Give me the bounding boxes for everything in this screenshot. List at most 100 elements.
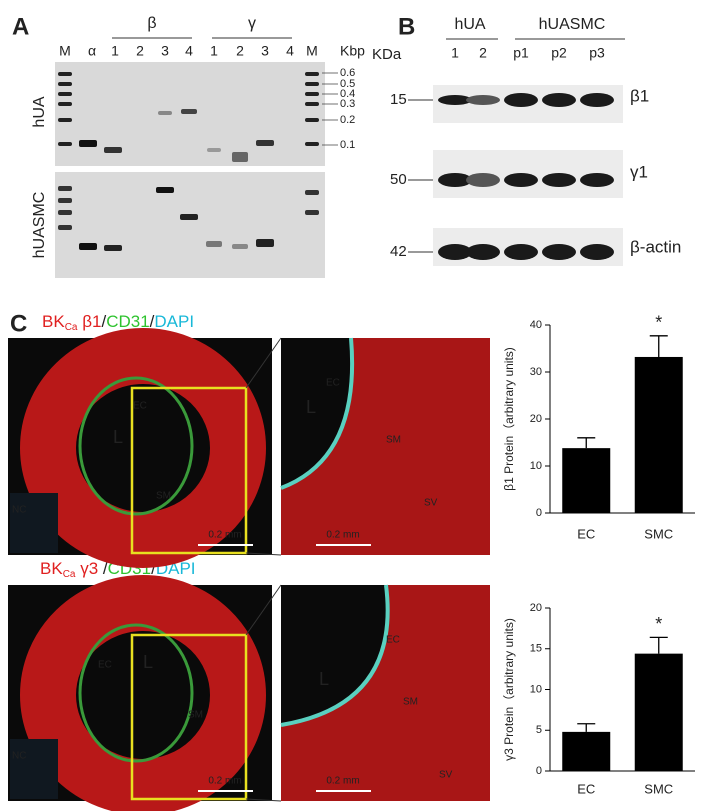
image-label: SV	[439, 770, 453, 781]
gel-band	[305, 92, 319, 96]
size-label: 0.6	[340, 67, 355, 79]
gel-band	[156, 187, 174, 193]
lane-label: 3	[161, 43, 169, 59]
lane-label: 2	[136, 43, 144, 59]
stain-title-part: DAPI	[154, 312, 194, 331]
vessel-wall	[281, 338, 490, 555]
scale-label: 0.2 mm	[208, 530, 241, 541]
zoom-box	[130, 386, 248, 555]
blot-band	[542, 173, 576, 187]
gel-band	[256, 239, 274, 247]
stain-title-part: CD31	[106, 312, 149, 331]
image-label: SM	[188, 710, 203, 721]
lane-label: 1	[451, 45, 459, 61]
gel-band	[180, 214, 198, 220]
bar	[562, 731, 611, 771]
lane-label: 1	[210, 43, 218, 59]
gel-band	[256, 140, 274, 146]
blot-band	[542, 244, 576, 260]
y-axis-label: γ3 Protein（arbitrary units)	[502, 618, 516, 761]
endothelium	[280, 337, 355, 490]
y-tick-label: 10	[530, 460, 542, 472]
gel-band	[305, 102, 319, 106]
gel-band	[305, 118, 319, 122]
gel-band	[58, 92, 72, 96]
image-label: NC	[12, 505, 26, 516]
gel-band	[79, 140, 97, 147]
blot-band	[580, 173, 614, 187]
stain-title-part: Ca	[65, 322, 78, 333]
blot-band	[466, 95, 500, 105]
y-tick-label: 30	[530, 366, 542, 378]
error-bar	[577, 723, 596, 732]
gel-band	[58, 102, 72, 106]
y-tick-label: 0	[536, 507, 542, 519]
lane-label: 4	[286, 43, 294, 59]
x-tick-label: EC	[577, 526, 595, 541]
image-label: L	[113, 427, 123, 447]
zoom-line	[245, 552, 282, 556]
endothelium	[78, 623, 194, 763]
mw-label: 15	[390, 91, 407, 108]
panel-label: A	[12, 13, 29, 40]
y-axis-label: β1 Protein（arbitrary units)	[502, 347, 516, 491]
y-tick-label: 5	[536, 724, 542, 736]
stain-title-part: BK	[40, 559, 63, 578]
zoom-line	[245, 584, 282, 636]
stain-title-part: /	[150, 312, 155, 331]
gel-band	[58, 198, 72, 203]
stain-title-part: Ca	[63, 569, 76, 580]
inset	[10, 739, 58, 799]
blot-band	[504, 173, 538, 187]
lane-label: p3	[589, 45, 605, 61]
error-bar	[649, 636, 668, 654]
gel-band	[305, 72, 319, 76]
image-label: SM	[386, 435, 401, 446]
x-tick-label: EC	[577, 781, 595, 796]
gel	[55, 172, 325, 278]
gel-band	[58, 72, 72, 76]
y-tick-label: 10	[530, 683, 542, 695]
y-tick-label: 40	[530, 319, 542, 331]
row-label: hUASMC	[31, 192, 48, 259]
stain-title-part: β1	[77, 312, 101, 331]
stain-title-part: /	[103, 559, 108, 578]
mw-label: 42	[390, 243, 407, 260]
blot-band	[580, 244, 614, 260]
vessel-wall	[281, 585, 490, 801]
y-tick-label: 20	[530, 413, 542, 425]
stain-title-part: /	[151, 559, 156, 578]
zoom-line	[245, 798, 282, 802]
blot-band	[438, 173, 472, 187]
lane-label: α	[88, 43, 96, 59]
annotation: *	[655, 614, 662, 634]
blot-band	[438, 244, 472, 260]
image-label: EC	[98, 660, 112, 671]
scale-label: 0.2 mm	[208, 776, 241, 787]
lane-label: p2	[551, 45, 567, 61]
gel-band	[79, 243, 97, 250]
zoom-box	[130, 633, 248, 801]
gel-band	[58, 118, 72, 122]
protein-label: β-actin	[630, 237, 681, 256]
bar	[634, 653, 683, 771]
image-label: SM	[403, 697, 418, 708]
panel-label: C	[10, 310, 27, 337]
x-tick-label: SMC	[644, 526, 673, 541]
unit-label: Kbp	[340, 43, 365, 59]
gel-band	[207, 148, 221, 152]
row-label: hUA	[31, 96, 48, 127]
blot-band	[466, 244, 500, 260]
gel-band	[58, 225, 72, 230]
blot-band	[504, 93, 538, 107]
panel-label: B	[398, 13, 415, 40]
gel-band	[305, 82, 319, 86]
annotation: *	[655, 313, 662, 333]
lane-label: 2	[479, 45, 487, 61]
endothelium	[78, 376, 194, 516]
gel-band	[232, 244, 248, 249]
gel-band	[206, 241, 222, 247]
size-label: 0.3	[340, 98, 355, 110]
gel-band	[58, 186, 72, 191]
stain-title-part: /	[101, 312, 106, 331]
